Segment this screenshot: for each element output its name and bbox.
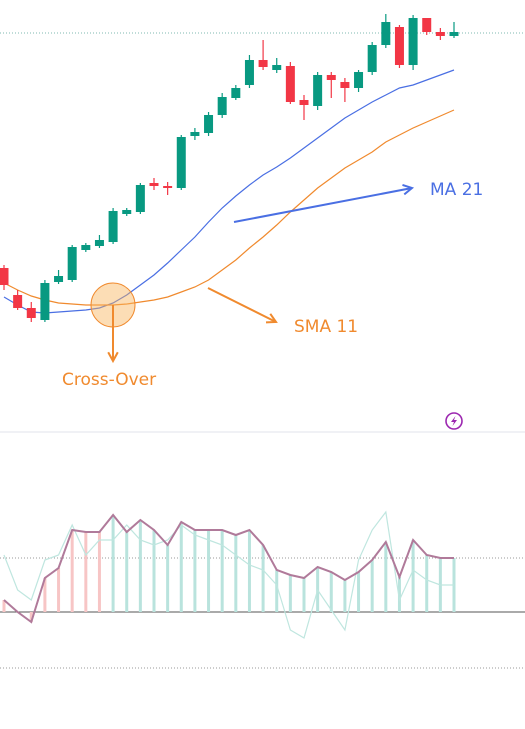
candle-body (435, 32, 445, 36)
histogram-bar (220, 530, 224, 612)
candle-body (176, 137, 186, 188)
histogram-bar (84, 532, 88, 612)
candle-body (135, 185, 145, 212)
candle-body (40, 283, 50, 320)
histogram-bar (166, 545, 170, 612)
candle-body (449, 32, 459, 36)
histogram-bar (111, 515, 115, 612)
ma21-arrow-head (402, 183, 415, 196)
histogram-bar (370, 560, 374, 612)
candle-body (94, 240, 104, 246)
oscillator-line (3, 513, 454, 624)
crossover-arrow-head (107, 351, 119, 364)
candle-body (217, 97, 227, 115)
candle-body (340, 82, 350, 88)
candle-body (122, 210, 132, 214)
histogram-bar (193, 530, 197, 612)
histogram-bar (247, 530, 251, 612)
histogram-bar (207, 530, 211, 612)
histogram-bar (29, 612, 33, 622)
sma11-label: SMA 11 (294, 317, 358, 337)
candle-body (394, 27, 404, 65)
candle-body (367, 45, 377, 72)
histogram-bar (397, 577, 401, 612)
candle-body (13, 295, 23, 308)
candle-body (67, 247, 77, 280)
candle-body (190, 132, 200, 136)
histogram-bar (152, 530, 156, 612)
ma21-label: MA 21 (430, 180, 483, 200)
histogram-bar (125, 532, 129, 612)
histogram-bar (138, 520, 142, 612)
histogram-bar (411, 540, 415, 612)
crossover-label: Cross-Over (62, 370, 156, 390)
histogram-bar (234, 535, 238, 612)
candle-body (313, 75, 323, 106)
candle-body (54, 276, 64, 282)
histogram-bar (70, 530, 74, 612)
candle-body (272, 65, 282, 70)
candle-body (0, 268, 9, 285)
candle-body (285, 66, 295, 102)
candle-body (231, 88, 241, 98)
lightning-icon (445, 412, 463, 430)
candle-body (299, 100, 309, 105)
candle-body (408, 18, 418, 65)
candle-body (204, 115, 214, 133)
histogram-bar (302, 578, 306, 612)
candle-body (81, 245, 91, 250)
ma-line (3, 109, 455, 306)
signal-line (3, 510, 454, 639)
candle-body (244, 60, 254, 85)
sma11-arrow-head (265, 313, 278, 324)
candle-body (354, 72, 364, 88)
ma-line (3, 69, 455, 314)
candle-body (163, 186, 173, 188)
candle-body (258, 60, 268, 67)
histogram-bar (343, 580, 347, 612)
histogram-bar (43, 578, 47, 612)
candle-body (422, 18, 432, 32)
histogram-bar (329, 572, 333, 612)
histogram-bar (97, 532, 101, 612)
candle-body (26, 308, 36, 318)
histogram-bar (57, 568, 61, 612)
candle-body (381, 22, 391, 45)
sma11-arrow (207, 287, 277, 323)
histogram-bar (384, 542, 388, 612)
histogram-bar (261, 545, 265, 612)
histogram-bar (357, 572, 361, 612)
histogram-bar (275, 570, 279, 612)
candle-body (108, 211, 118, 242)
histogram-bar (425, 555, 429, 612)
ma21-arrow (233, 187, 413, 223)
candle-body (326, 75, 336, 80)
histogram-bar (2, 600, 6, 612)
histogram-bar (288, 575, 292, 612)
histogram-bar (179, 522, 183, 612)
candle-body (149, 183, 159, 186)
